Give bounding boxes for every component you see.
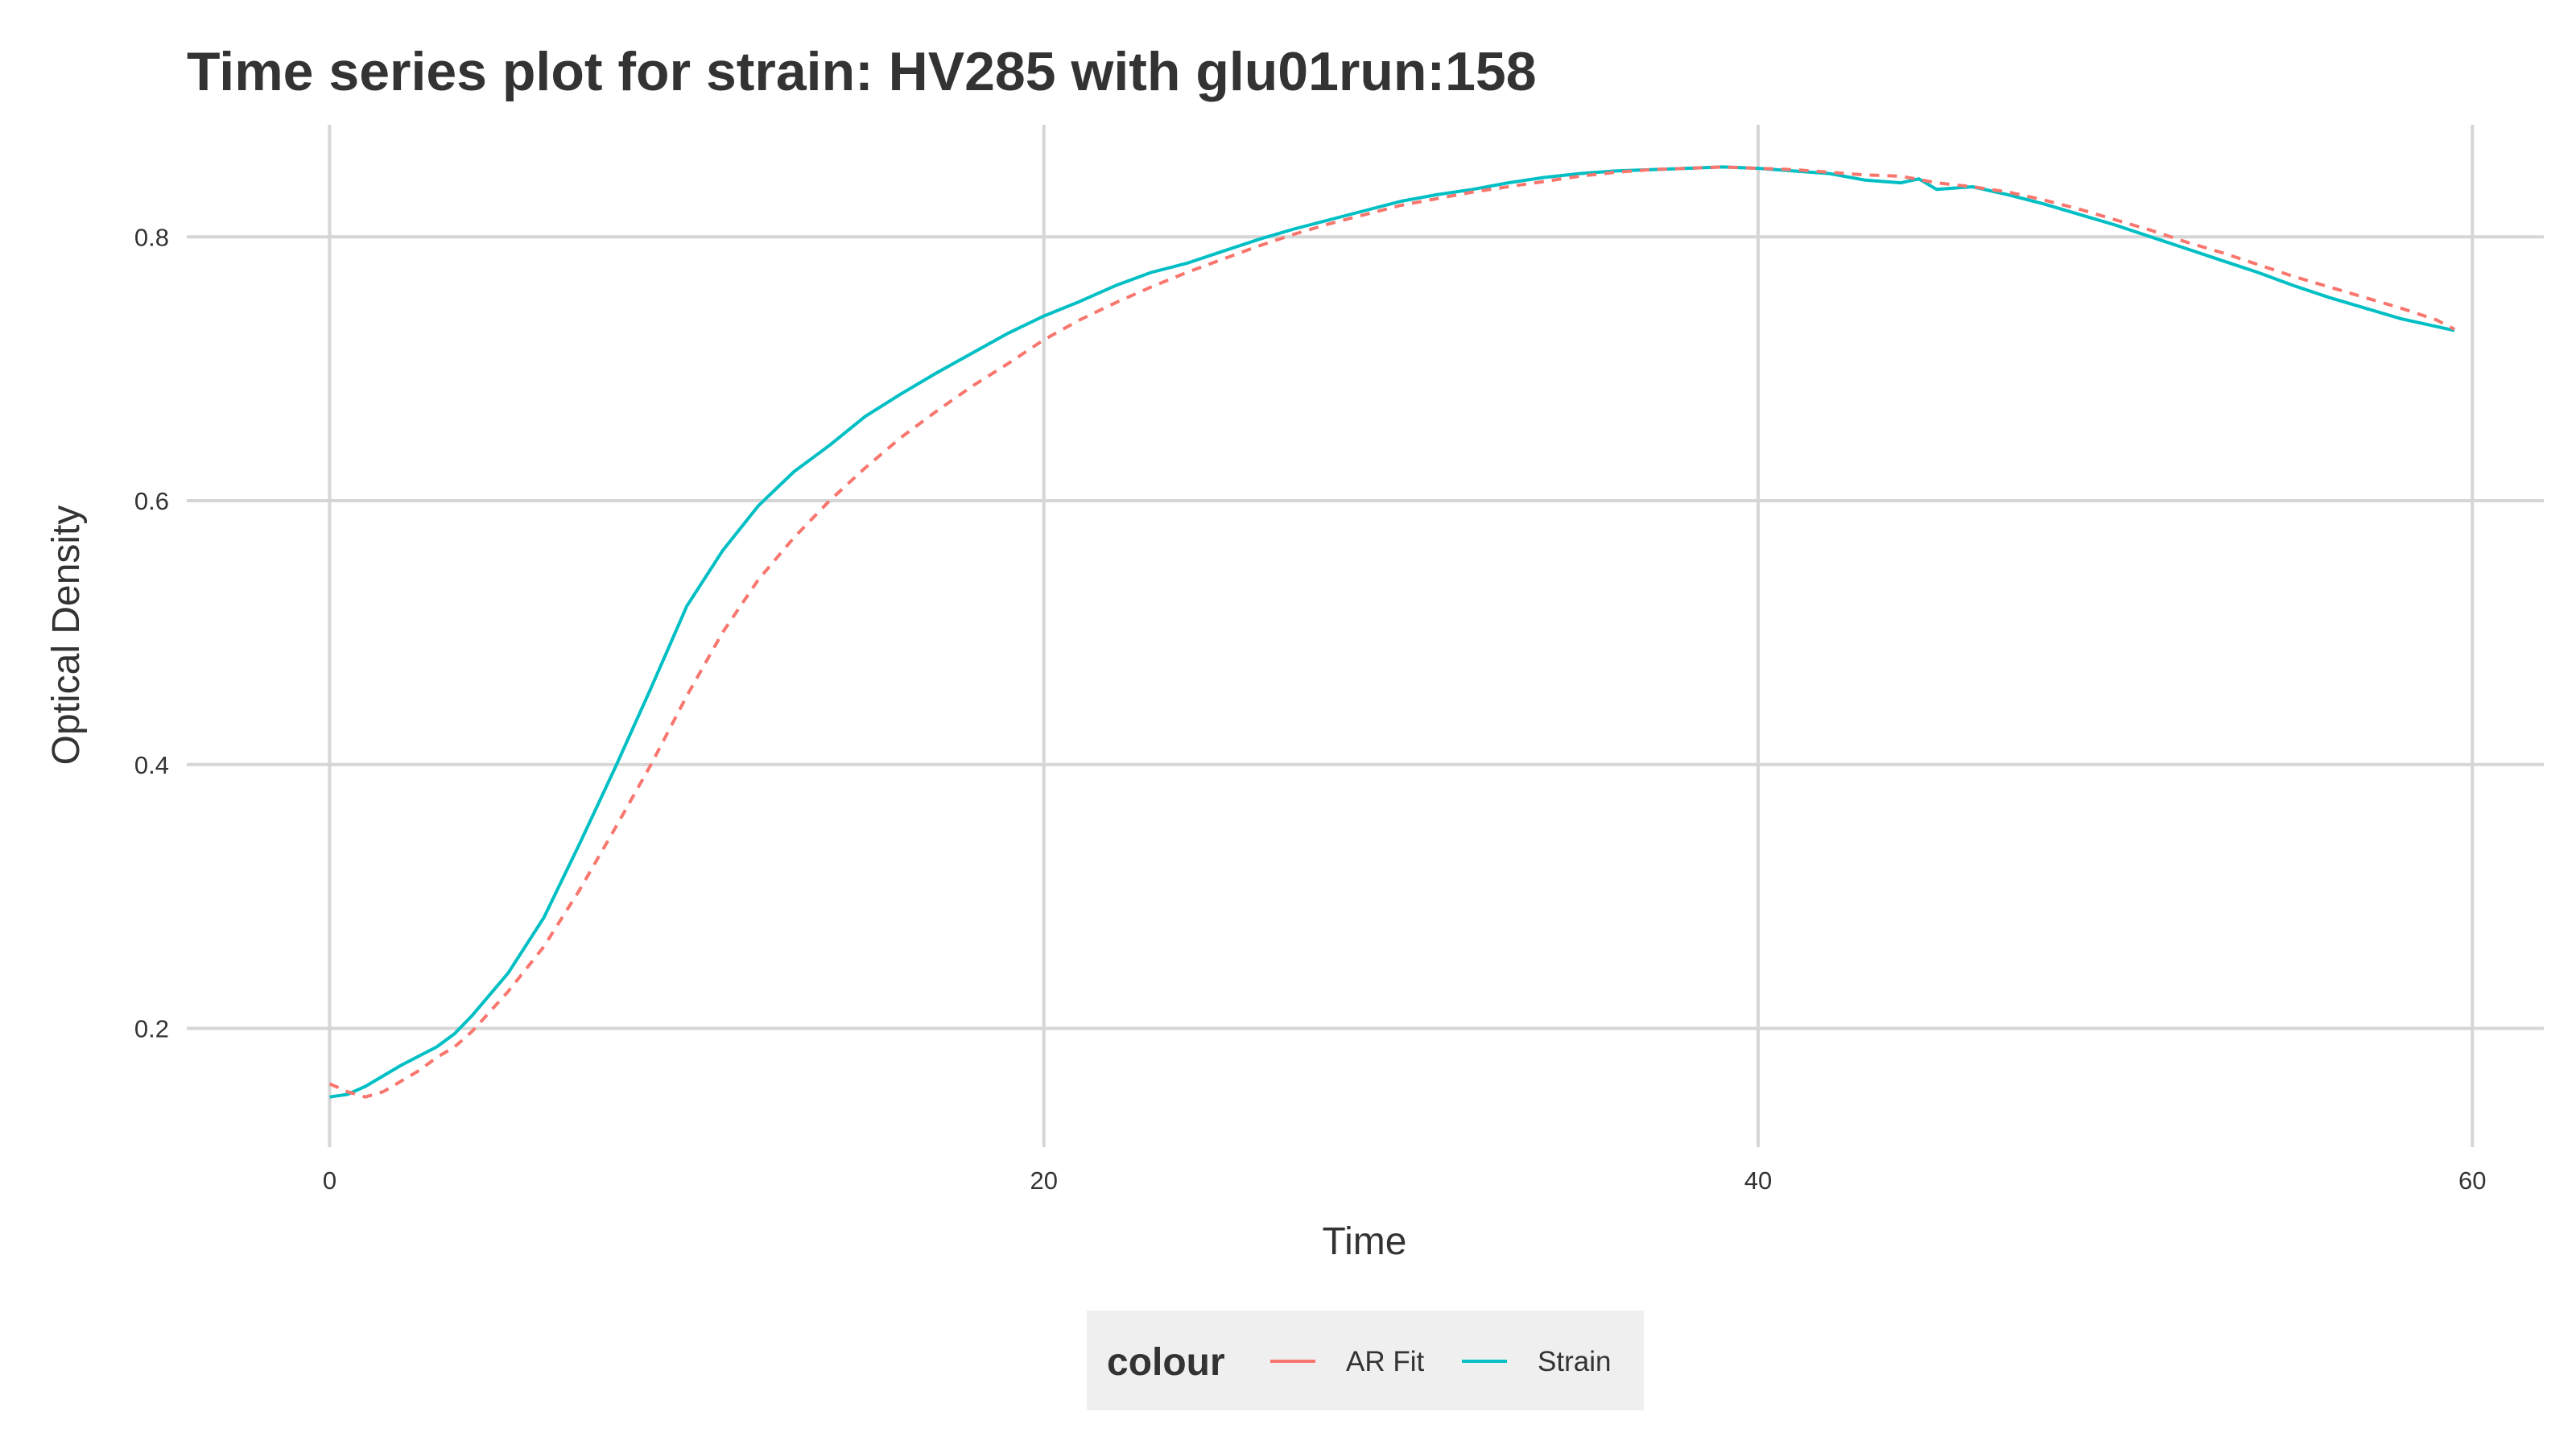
x-tick-label: 20 (1030, 1166, 1057, 1195)
legend-title: colour (1107, 1341, 1225, 1384)
chart-title: Time series plot for strain: HV285 with … (187, 41, 1537, 102)
legend-label-strain: Strain (1538, 1346, 1611, 1377)
legend-background (1087, 1311, 1644, 1410)
x-tick-label: 40 (1744, 1166, 1772, 1195)
plot-series (328, 165, 2456, 1099)
y-axis-title: Optical Density (45, 506, 88, 766)
legend: colour AR Fit Strain (1087, 1311, 1644, 1410)
x-axis-ticks: 0 20 40 60 (323, 1166, 2487, 1195)
y-axis-ticks: 0.2 0.4 0.6 0.8 (134, 223, 169, 1042)
legend-label-ar-fit: AR Fit (1346, 1346, 1425, 1377)
y-tick-label: 0.8 (134, 223, 169, 251)
y-tick-label: 0.4 (134, 751, 169, 779)
x-tick-label: 0 (323, 1166, 336, 1195)
x-tick-label: 60 (2458, 1166, 2486, 1195)
y-tick-label: 0.2 (134, 1015, 169, 1043)
series-line-strain (329, 165, 2455, 1099)
y-tick-label: 0.6 (134, 487, 169, 515)
series-line-ar-fit (328, 165, 2456, 1099)
x-axis-title: Time (1323, 1220, 1407, 1263)
grid (187, 125, 2544, 1147)
